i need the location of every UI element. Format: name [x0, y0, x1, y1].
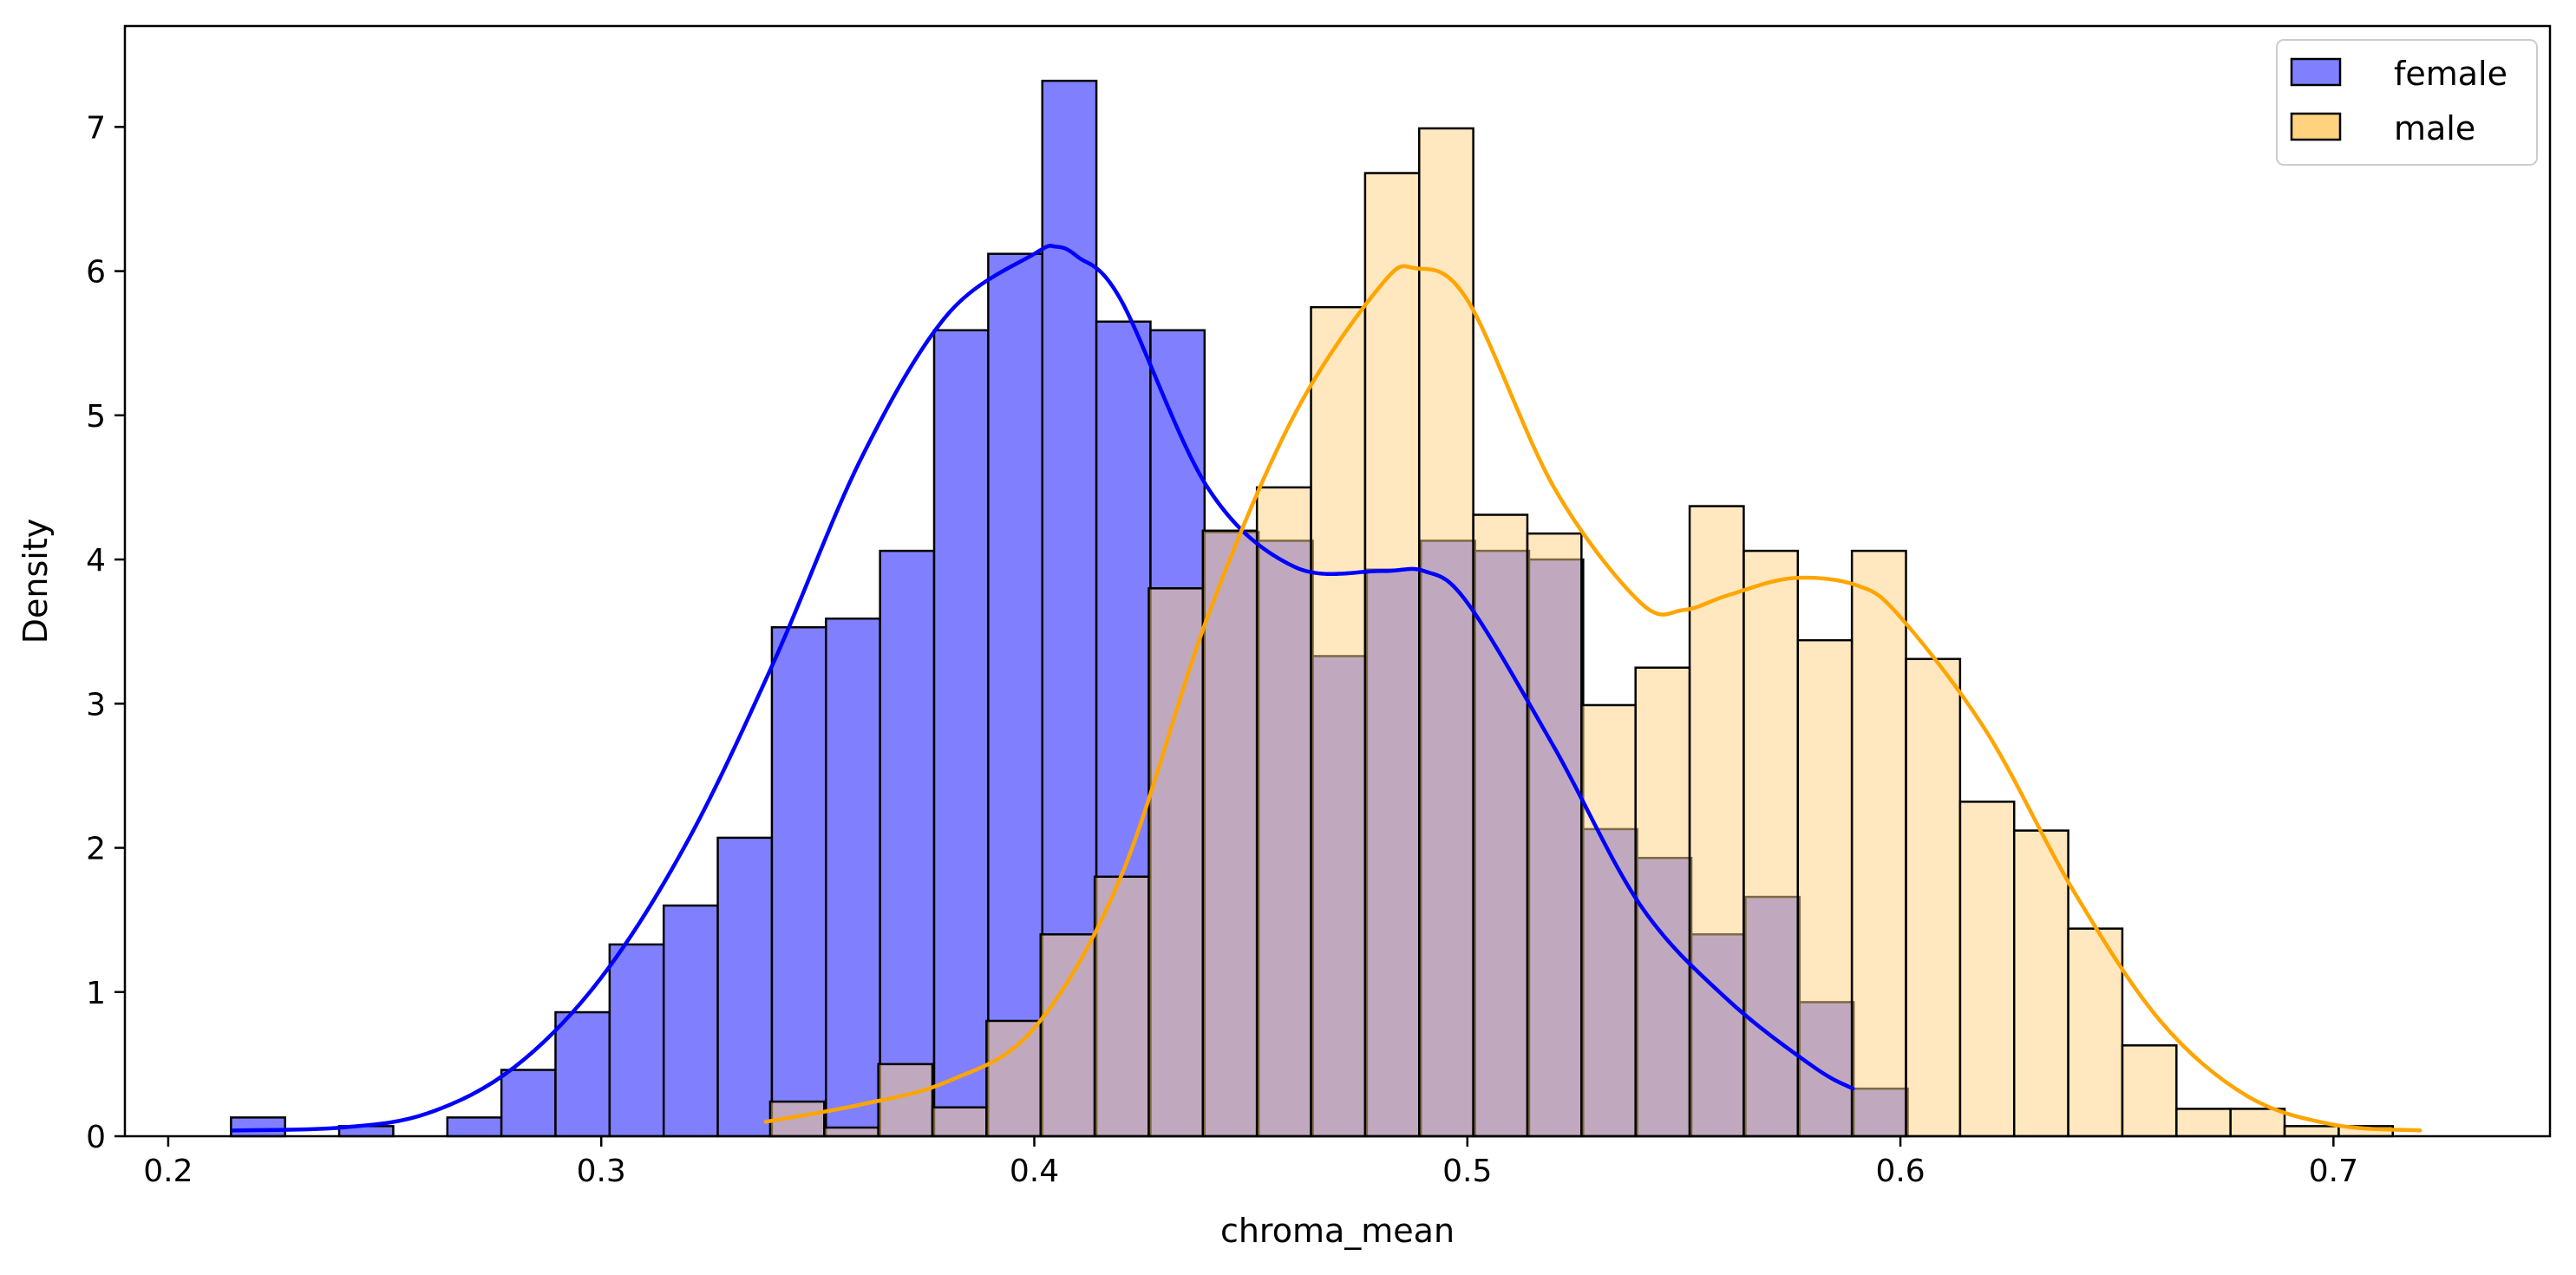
kde-layer	[231, 244, 2422, 1133]
bar-male-13	[1472, 513, 1529, 1138]
y-tick-label: 6	[86, 255, 106, 291]
bar-male-11	[1363, 172, 1421, 1138]
legend[interactable]: female male	[2276, 39, 2538, 166]
bar-male-6	[1093, 875, 1150, 1138]
y-axis-label: Density	[16, 519, 55, 644]
x-tick-label: 0.2	[143, 1154, 193, 1189]
bar-female-4	[446, 1116, 503, 1138]
x-tick-label: 0.7	[2309, 1154, 2358, 1189]
bar-male-27	[2229, 1108, 2286, 1138]
x-tick-label: 0.4	[1010, 1154, 1059, 1189]
bar-female-10	[770, 625, 827, 1138]
bar-male-19	[1796, 638, 1854, 1138]
bar-male-10	[1310, 305, 1367, 1138]
bar-female-13	[932, 329, 990, 1138]
bar-female-7	[608, 943, 665, 1138]
x-tick-label: 0.6	[1875, 1154, 1925, 1189]
bar-male-4	[985, 1019, 1042, 1138]
bar-male-18	[1742, 549, 1800, 1138]
bar-male-28	[2283, 1125, 2340, 1138]
y-tick-label: 1	[86, 976, 106, 1011]
legend-swatch-male	[2290, 112, 2342, 141]
x-tick-label: 0.3	[577, 1154, 626, 1189]
bar-male-22	[1958, 801, 2016, 1138]
bar-female-9	[716, 836, 774, 1138]
plot-frame	[123, 24, 2552, 1138]
y-tick-label: 0	[86, 1120, 106, 1155]
legend-frame	[2276, 39, 2538, 166]
bar-female-8	[662, 904, 719, 1138]
y-tick-label: 5	[86, 399, 106, 435]
bar-male-15	[1580, 703, 1637, 1138]
bar-male-17	[1688, 505, 1745, 1138]
bar-male-12	[1418, 127, 1474, 1138]
y-tick-label: 7	[86, 110, 106, 146]
bar-female-5	[500, 1069, 557, 1138]
bar-male-5	[1039, 933, 1096, 1138]
y-axis: 0 1 2 3 4 5 6 7	[86, 110, 125, 1155]
bar-female-11	[825, 617, 881, 1138]
bar-male-8	[1201, 529, 1259, 1138]
legend-label-female: female	[2394, 55, 2507, 93]
bar-female-0	[230, 1116, 286, 1138]
bar-male-21	[1905, 657, 1962, 1138]
bar-male-25	[2121, 1044, 2178, 1138]
bar-male-7	[1147, 587, 1205, 1138]
legend-swatch-female	[2290, 57, 2342, 87]
bar-male-3	[931, 1106, 988, 1138]
bar-male-20	[1850, 549, 1907, 1138]
bars-layer	[230, 79, 2395, 1138]
y-tick-label: 2	[86, 832, 106, 867]
legend-label-male: male	[2394, 109, 2475, 147]
bar-male-1	[823, 1126, 879, 1138]
y-tick-label: 3	[86, 687, 106, 722]
x-tick-label: 0.5	[1442, 1154, 1492, 1189]
bar-male-26	[2175, 1108, 2232, 1138]
kde-line-male	[763, 264, 2422, 1133]
bar-male-9	[1255, 486, 1312, 1138]
x-axis: 0.2 0.3 0.4 0.5 0.6 0.7	[143, 1136, 2358, 1189]
bar-male-14	[1526, 532, 1583, 1138]
bar-female-14	[987, 252, 1043, 1138]
bar-female-12	[879, 549, 936, 1138]
bar-female-6	[554, 1010, 611, 1138]
y-tick-label: 4	[86, 543, 106, 579]
x-axis-label: chroma_mean	[1220, 1212, 1455, 1250]
bar-male-23	[2012, 829, 2069, 1138]
kde-line-female	[231, 244, 1855, 1133]
bar-male-16	[1634, 666, 1691, 1138]
